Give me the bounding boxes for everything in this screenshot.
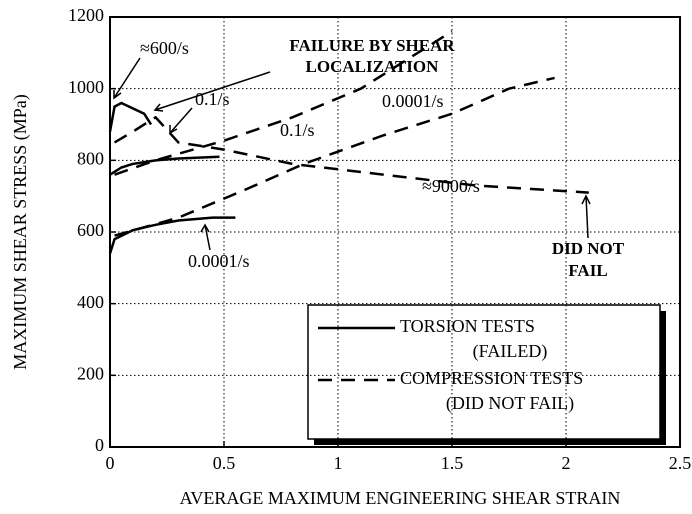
legend-text: TORSION TESTS [400,316,535,336]
annotation: FAIL [568,261,607,280]
y-tick-label: 200 [77,363,104,383]
x-tick-label: 2.5 [669,453,692,473]
annotation: DID NOT [552,239,625,258]
y-tick-label: 1000 [68,77,104,97]
y-tick-label: 800 [77,148,104,168]
annotation: LOCALIZATION [306,57,440,76]
annotation: FAILURE BY SHEAR [289,36,455,55]
y-tick-label: 400 [77,292,104,312]
x-tick-label: 2 [562,453,571,473]
legend-text: (FAILED) [473,341,548,362]
arrows [113,57,591,251]
series-line [108,216,236,254]
y-tick-label: 1200 [68,5,104,25]
annotation: ≈600/s [140,38,189,58]
legend-text: (DID NOT FAIL) [446,393,574,414]
annotation: 0.0001/s [382,91,444,111]
annotation: 0.1/s [195,89,230,109]
series-line [108,101,153,132]
x-tick-label: 0 [106,453,115,473]
y-tick-label: 600 [77,220,104,240]
x-axis-label: AVERAGE MAXIMUM ENGINEERING SHEAR STRAIN [180,488,621,508]
annotation: 0.1/s [280,120,315,140]
legend-text: COMPRESSION TESTS [400,368,583,388]
series-line [113,115,589,194]
annotation: ≈9000/s [422,176,480,196]
y-tick-label: 0 [95,435,104,455]
y-axis-label: MAXIMUM SHEAR STRESS (MPa) [10,94,31,370]
x-tick-label: 1 [334,453,343,473]
series-line [114,30,453,176]
annotation: 0.0001/s [188,251,250,271]
series-line [114,76,555,237]
plot-frame [109,16,681,448]
x-tick-label: 1.5 [441,453,464,473]
x-tick-label: 0.5 [213,453,236,473]
series-line [109,155,220,176]
